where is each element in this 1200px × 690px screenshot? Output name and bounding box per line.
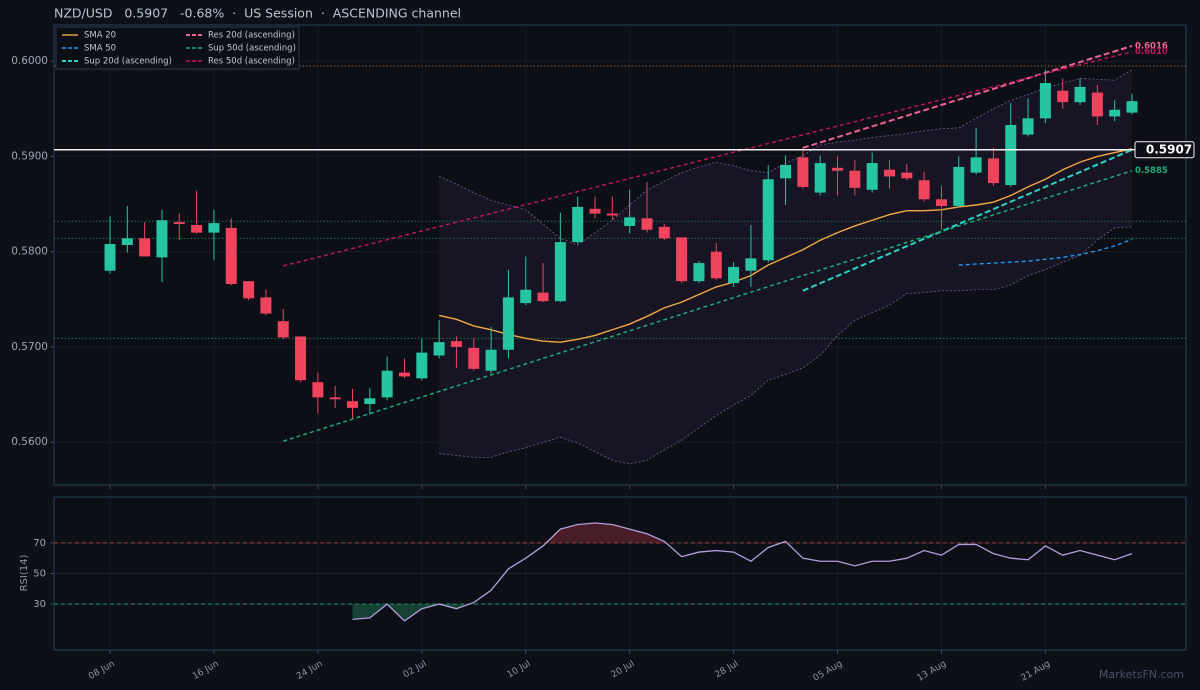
rsi-tick-label: 30	[33, 599, 46, 610]
candle-body	[1057, 90, 1069, 103]
rsi-axis-label: RSI(14)	[19, 555, 30, 592]
candle-body	[832, 167, 844, 171]
series-line	[958, 238, 1133, 266]
candle-body	[433, 342, 445, 356]
y-tick-label: 0.5600	[11, 436, 48, 448]
candle-body	[329, 397, 341, 400]
legend-label: SMA 20	[84, 31, 116, 41]
candle-body	[728, 266, 740, 284]
candle-body	[381, 370, 393, 398]
candle-body	[1039, 83, 1051, 119]
candle-body	[104, 244, 116, 271]
candle-body	[1091, 92, 1103, 117]
legend-label: Res 50d (ascending)	[208, 57, 295, 67]
candle-body	[260, 297, 272, 314]
last-price-label: 0.5907	[1146, 142, 1192, 156]
candle-body	[277, 321, 289, 338]
candle-body	[814, 163, 826, 193]
candle-body	[624, 217, 636, 226]
candle-body	[416, 352, 428, 379]
y-tick-label: 0.5800	[11, 246, 48, 258]
candle-body	[139, 238, 151, 257]
rsi-tick-label: 70	[33, 538, 46, 549]
candle-body	[1126, 101, 1138, 113]
legend-box	[55, 26, 300, 70]
y-tick-label: 0.5900	[11, 150, 48, 162]
series-line	[802, 44, 1133, 149]
band-lower	[439, 226, 1133, 465]
rsi-line	[352, 522, 1133, 622]
candle-body	[243, 281, 255, 299]
candle-body	[450, 341, 462, 347]
candle-body	[710, 251, 722, 279]
last-price-box	[1134, 141, 1195, 159]
candle-body	[1109, 109, 1121, 117]
candle-body	[780, 165, 792, 179]
candle-body	[295, 336, 307, 381]
candle-body	[156, 220, 168, 258]
candle-body	[970, 157, 982, 173]
legend-label: Res 20d (ascending)	[208, 31, 295, 41]
candle-body	[485, 349, 497, 371]
candle-body	[762, 179, 774, 261]
series-line	[283, 170, 1133, 442]
y-tick-label: 0.6000	[11, 55, 48, 67]
watermark: MarketsFN.com	[1099, 668, 1184, 681]
candle-body	[693, 263, 705, 282]
candle-body	[191, 225, 203, 233]
rsi-tick-label: 50	[33, 569, 46, 580]
candle-body	[935, 199, 947, 206]
candle-body	[502, 297, 514, 350]
candle-body	[225, 227, 237, 285]
line-end-label: 0.6016	[1135, 41, 1168, 51]
y-tick-label: 0.5700	[11, 341, 48, 353]
candle-body	[520, 289, 532, 304]
line-end-label: 0.5885	[1135, 166, 1168, 176]
series-line	[438, 148, 1133, 343]
candle-body	[173, 222, 185, 225]
candle-body	[866, 163, 878, 190]
candle-body	[589, 208, 601, 214]
candle-body	[641, 218, 653, 230]
legend-label: Sup 20d (ascending)	[84, 57, 172, 67]
candle-body	[918, 180, 930, 200]
series-line	[802, 148, 1133, 292]
legend-label: Sup 50d (ascending)	[208, 44, 296, 54]
candle-body	[347, 401, 359, 408]
line-end-label: 0.6010	[1135, 47, 1168, 57]
legend-label: SMA 50	[84, 44, 116, 54]
candle-body	[312, 382, 324, 398]
candle-body	[1074, 86, 1086, 103]
candle-body	[658, 226, 670, 239]
candle-body	[745, 258, 757, 271]
candle-body	[572, 206, 584, 243]
candle-body	[883, 169, 895, 177]
candle-body	[1005, 125, 1017, 185]
candle-body	[797, 157, 809, 187]
candle-body	[1022, 118, 1034, 135]
candle-body	[676, 237, 688, 282]
candle-body	[554, 242, 566, 302]
candle-body	[849, 170, 861, 188]
chart-title: NZD/USD 0.5907 -0.68% · US Session · ASC…	[54, 6, 461, 21]
candle-body	[398, 372, 410, 377]
candle-body	[953, 166, 965, 206]
candle-body	[468, 347, 480, 369]
candle-body	[364, 398, 376, 405]
candle-body	[987, 158, 999, 184]
candle-body	[121, 238, 133, 245]
candle-body	[901, 172, 913, 179]
candle-body	[606, 213, 618, 216]
series-line	[283, 50, 1133, 267]
candle-body	[208, 223, 220, 233]
candle-body	[537, 292, 549, 302]
